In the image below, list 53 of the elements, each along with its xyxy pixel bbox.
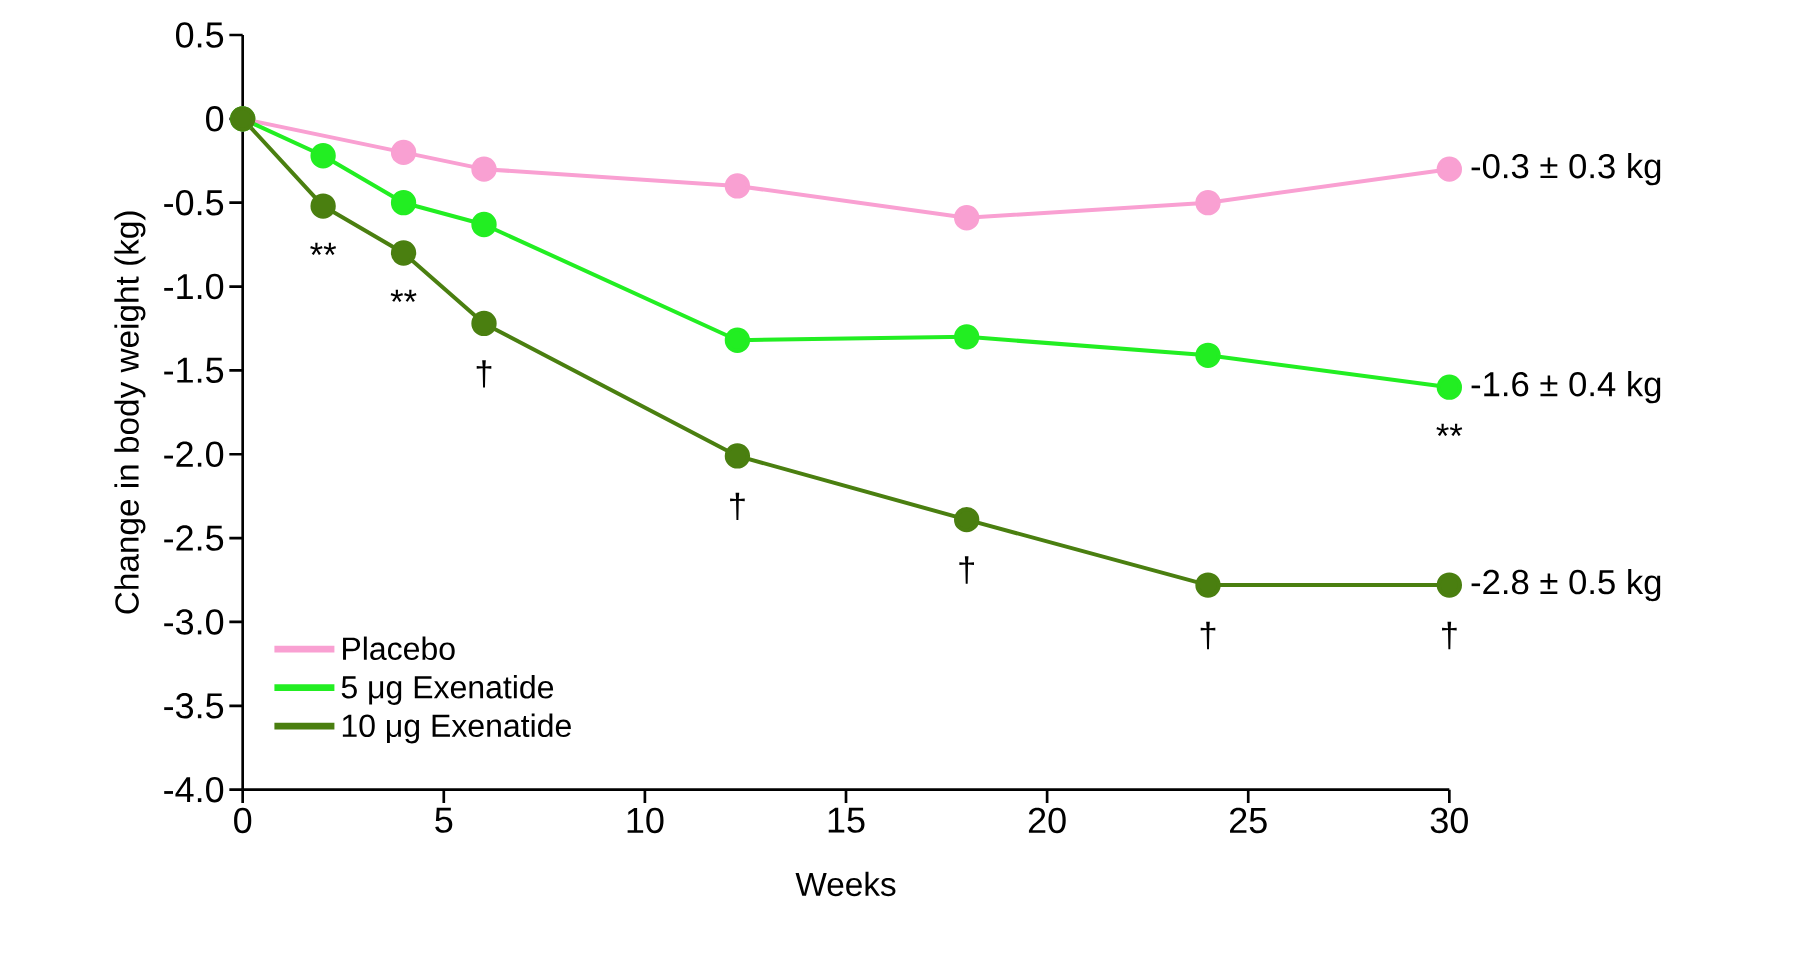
point xyxy=(954,506,980,533)
x-tick-label: 30 xyxy=(1430,807,1468,834)
y-axis-title: Change in body weight (kg) xyxy=(114,211,146,614)
annotation: † xyxy=(476,360,492,388)
annotation: † xyxy=(959,556,974,584)
point xyxy=(471,156,497,182)
y-tick-label: -0.5 xyxy=(164,189,224,216)
point xyxy=(1195,572,1221,598)
annotation: † xyxy=(730,492,745,521)
x-tick-label: 25 xyxy=(1230,807,1267,834)
point xyxy=(1436,374,1463,400)
point xyxy=(724,173,751,199)
annotation: -2.8 ± 0.5 kg xyxy=(1471,568,1661,602)
point xyxy=(390,139,417,166)
legend-label: Placebo xyxy=(343,636,455,661)
y-tick-label: 0 xyxy=(206,106,224,132)
x-tick-label: 0 xyxy=(234,807,252,834)
point xyxy=(310,143,336,169)
annotation: -1.6 ± 0.4 kg xyxy=(1471,371,1661,404)
y-tick-label: -1.0 xyxy=(164,273,224,300)
y-tick-label: -2.5 xyxy=(164,525,224,551)
x-tick-label: 5 xyxy=(435,807,453,833)
point xyxy=(471,310,497,337)
annotation: -0.3 ± 0.3 kg xyxy=(1471,153,1661,186)
point xyxy=(1436,156,1463,182)
annotation: † xyxy=(1200,621,1216,650)
y-tick-label: -3.5 xyxy=(164,693,224,719)
point xyxy=(1436,572,1463,598)
point xyxy=(724,443,751,469)
x-tick-label: 10 xyxy=(627,807,664,834)
annotation: ** xyxy=(310,242,337,255)
y-tick-label: -4.0 xyxy=(164,776,224,803)
point xyxy=(954,205,980,231)
point xyxy=(1195,342,1221,368)
annotation: ** xyxy=(390,289,417,302)
x-tick-label: 15 xyxy=(828,807,865,833)
legend-label: 5 μg Exenatide xyxy=(341,675,554,705)
point xyxy=(954,324,980,350)
x-axis-title: Weeks xyxy=(795,871,896,897)
x-tick-label: 20 xyxy=(1028,807,1066,834)
annotation: † xyxy=(1442,621,1457,650)
y-tick-label: -2.0 xyxy=(164,441,224,467)
point xyxy=(724,327,751,353)
point xyxy=(471,211,497,238)
legend-label: 10 μg Exenatide xyxy=(342,713,571,744)
y-tick-label: -1.5 xyxy=(164,357,224,383)
y-tick-label: -3.0 xyxy=(164,609,224,635)
point xyxy=(390,190,417,216)
y-tick-label: 0.5 xyxy=(175,22,224,48)
point xyxy=(1195,190,1221,216)
point xyxy=(390,240,417,266)
annotation: ** xyxy=(1436,423,1463,437)
point xyxy=(310,193,336,219)
